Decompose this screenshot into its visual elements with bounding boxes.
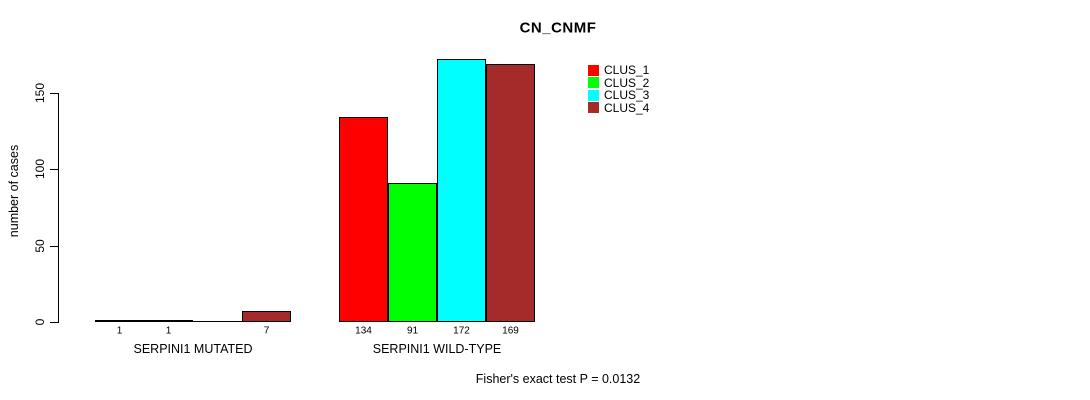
bar-clus_3-mutated	[193, 321, 242, 322]
y-tick	[50, 246, 58, 247]
bar-clus_1-wild-type	[339, 117, 388, 322]
legend-swatch-icon	[588, 64, 599, 76]
bar-value-label: 169	[502, 325, 519, 337]
y-tick	[50, 93, 58, 94]
bar-value-label: 172	[453, 325, 470, 337]
legend-label: CLUS_2	[604, 75, 650, 90]
legend-item-clus_2: CLUS_2	[588, 77, 649, 89]
y-tick-label: 150	[33, 82, 47, 104]
chart-title: CN_CNMF	[519, 19, 597, 37]
annotation-fisher-test: Fisher's exact test P = 0.0132	[475, 372, 641, 386]
y-tick-label: 0	[33, 318, 47, 326]
bar-value-label: 1	[165, 325, 172, 337]
bar-value-label: 134	[355, 325, 372, 337]
legend-label: CLUS_4	[604, 100, 650, 115]
bar-clus_2-wild-type	[388, 183, 437, 322]
legend-item-clus_1: CLUS_1	[588, 64, 649, 76]
bar-clus_1-mutated	[95, 320, 144, 322]
bar-clus_3-wild-type	[437, 59, 486, 322]
y-tick-label: 50	[33, 239, 47, 253]
legend-item-clus_3: CLUS_3	[588, 89, 649, 101]
legend-label: CLUS_3	[604, 88, 650, 102]
y-axis-title: number of cases	[7, 144, 21, 238]
bar-value-label: 91	[406, 325, 419, 337]
y-tick-label: 100	[33, 158, 47, 180]
x-category-label: SERPINI1 WILD-TYPE	[372, 342, 502, 356]
legend-label: CLUS_1	[604, 63, 650, 77]
bar-clus_4-mutated	[242, 311, 291, 322]
legend-swatch-icon	[588, 89, 599, 101]
legend-item-clus_4: CLUS_4	[588, 102, 649, 114]
bar-value-label: 1	[116, 325, 123, 337]
x-category-label: SERPINI1 MUTATED	[133, 342, 253, 356]
legend-swatch-icon	[588, 102, 599, 113]
y-tick	[50, 169, 58, 170]
bar-clus_2-mutated	[144, 320, 193, 322]
y-axis-line	[58, 93, 59, 323]
legend-swatch-icon	[588, 77, 599, 88]
bar-value-label: 7	[263, 325, 270, 337]
y-tick	[50, 322, 58, 323]
bar-clus_4-wild-type	[486, 64, 535, 322]
